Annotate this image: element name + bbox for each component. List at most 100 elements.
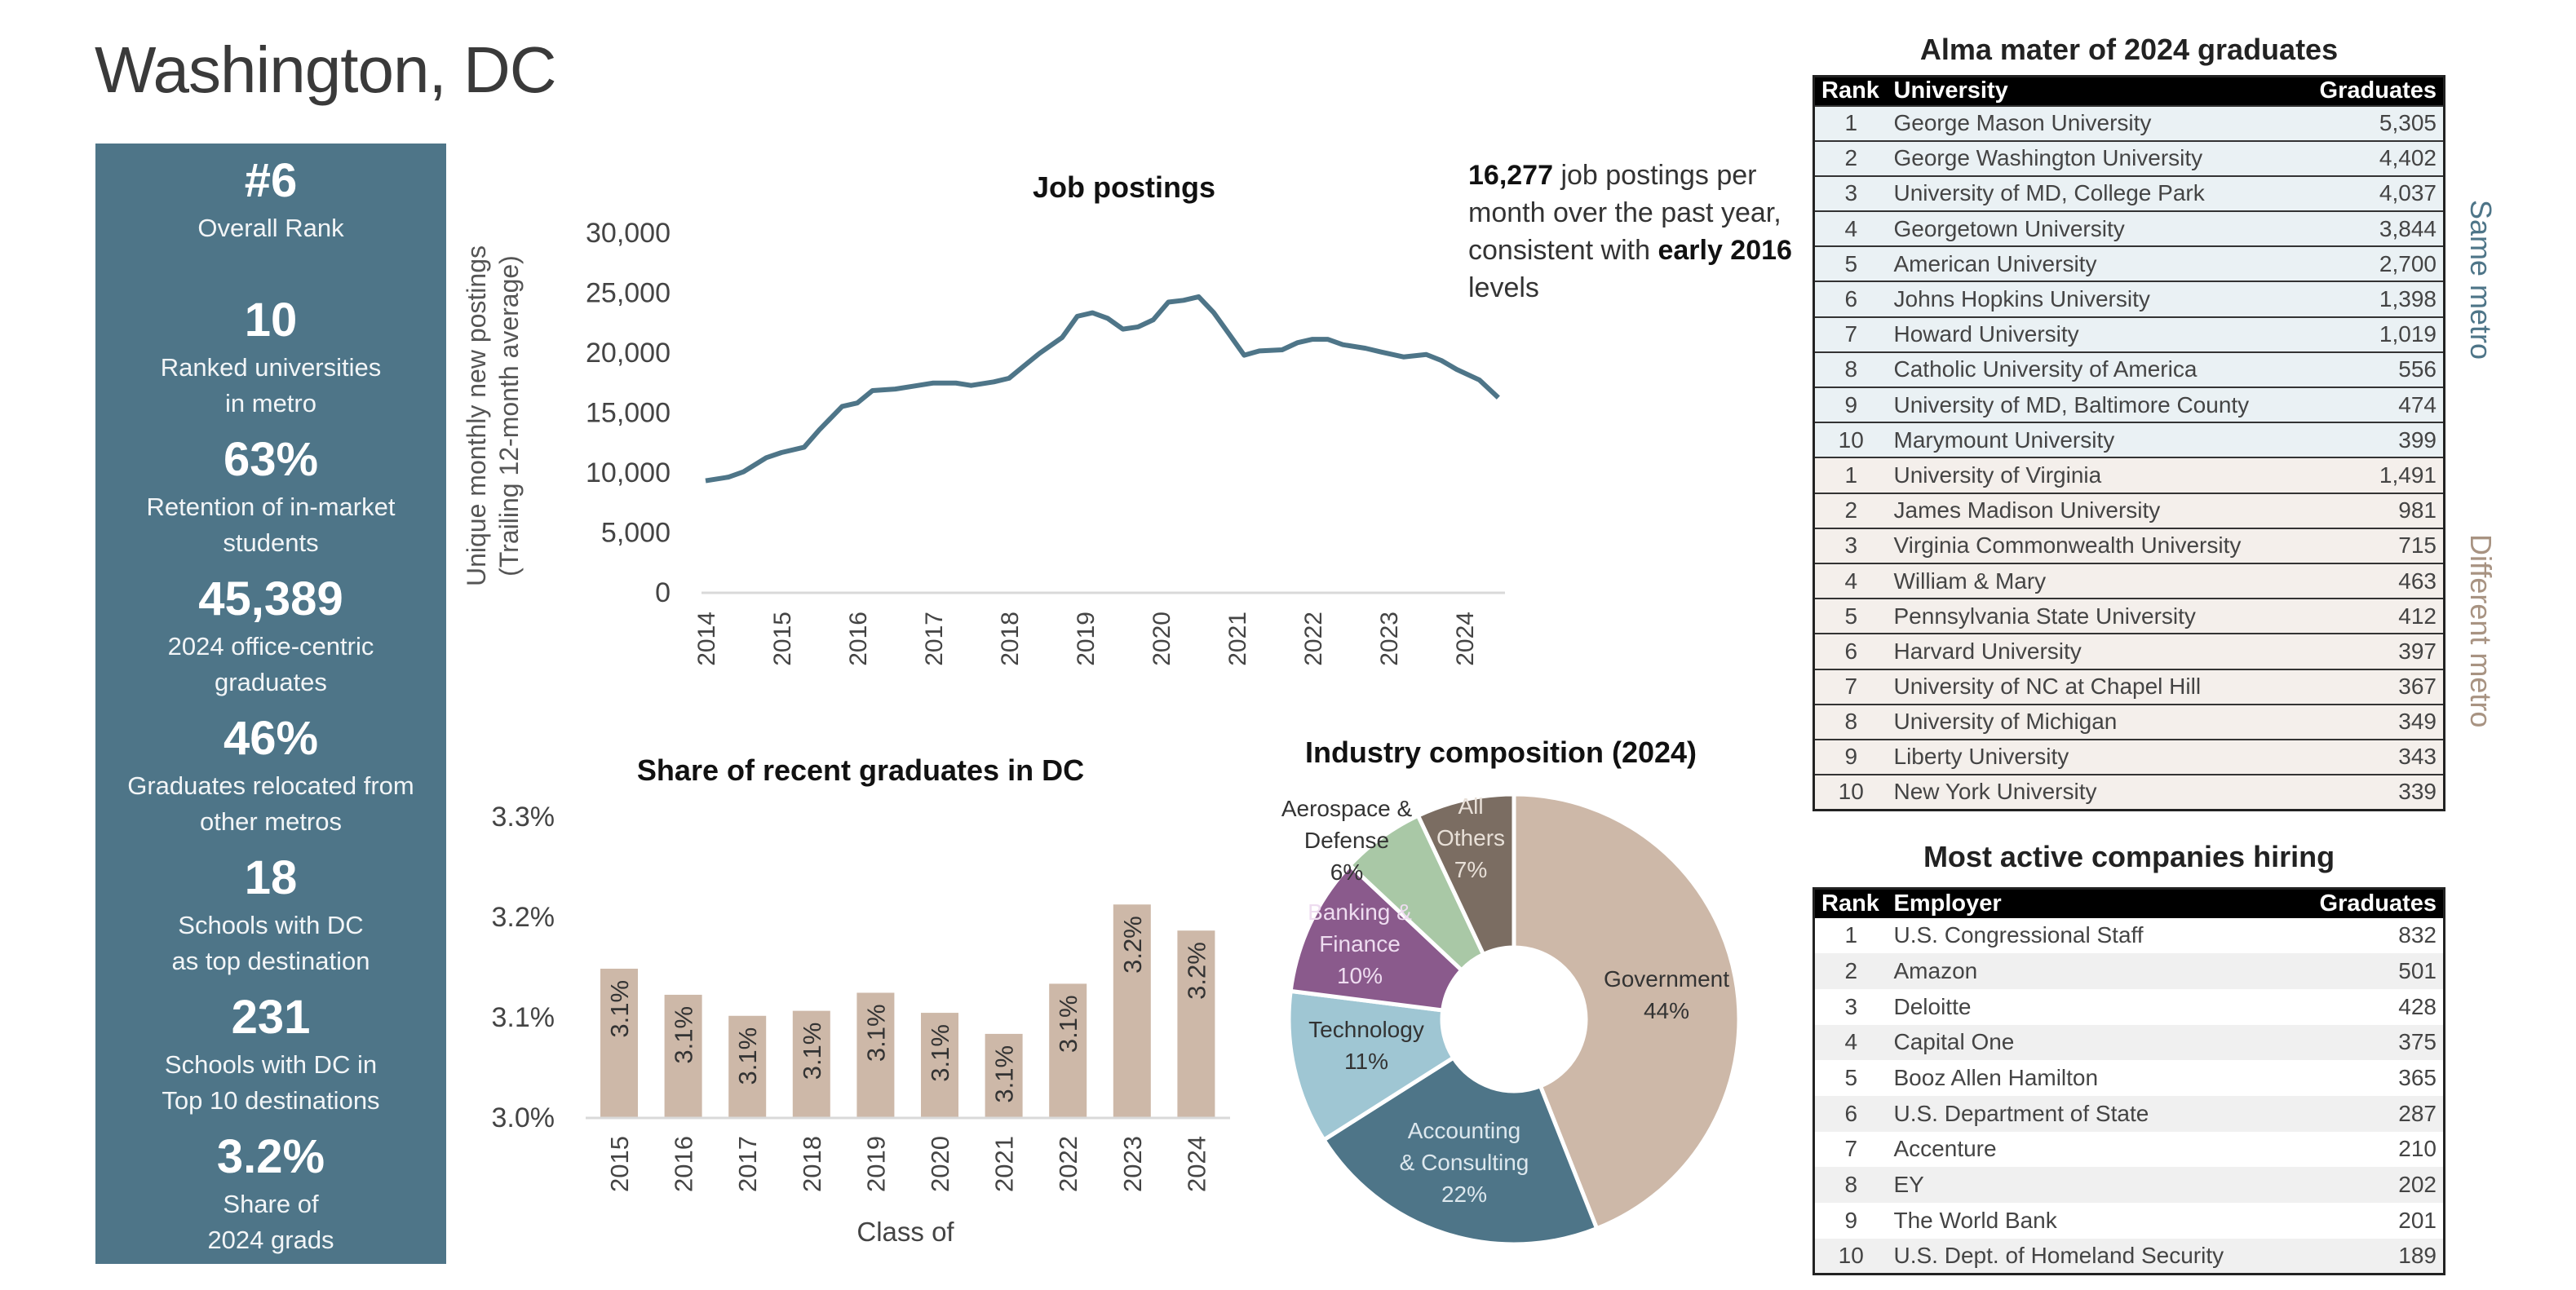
bar-data-label: 3.1% <box>1054 995 1082 1053</box>
slice-label: Others <box>1436 825 1505 850</box>
rank-cell: 4 <box>1813 210 1888 247</box>
stat-value: 18 <box>244 851 298 904</box>
donut-slice <box>1286 988 1457 1143</box>
x-tick-label: 2022 <box>1300 612 1327 666</box>
name-cell: American University <box>1887 245 2299 282</box>
graduates-cell: 474 <box>2298 386 2445 423</box>
stat-block: 63% Retention of in-market students <box>95 431 446 570</box>
name-cell: University of MD, Baltimore County <box>1887 386 2299 423</box>
stat-label: other metros <box>199 807 342 836</box>
name-cell: University of MD, College Park <box>1887 175 2299 212</box>
graduates-cell: 1,491 <box>2298 457 2445 493</box>
x-tick-label: 2018 <box>798 1136 826 1192</box>
stat-label: 2024 grads <box>207 1226 334 1254</box>
callout-number: 16,277 <box>1468 160 1553 191</box>
table-row: 4 Capital One 375 <box>1813 1024 2445 1061</box>
graduates-cell: 365 <box>2398 1065 2437 1091</box>
x-tick-label: 2024 <box>1452 612 1479 666</box>
slice-label: Defense <box>1304 828 1389 853</box>
donut-slice <box>1415 792 1516 957</box>
x-tick-label: 2015 <box>605 1136 634 1192</box>
stat-label: as top destination <box>171 947 370 975</box>
rank-cell: 9 <box>1813 738 1888 775</box>
bar <box>664 994 702 1117</box>
rank-cell: 8 <box>1813 1167 1888 1203</box>
x-tick-label: 2017 <box>733 1136 762 1192</box>
companies-table: Rank Employer Graduates 1 U.S. Congressiona… <box>1812 887 2445 1275</box>
table-row: 2 Amazon 501 <box>1813 953 2445 989</box>
rank-cell: 7 <box>1813 316 1888 352</box>
graduates-cell: 343 <box>2298 738 2445 775</box>
y-tick-label: 3.1% <box>492 1002 555 1033</box>
name-cell: Virginia Commonwealth University <box>1887 527 2299 563</box>
bar-data-label: 3.1% <box>670 1006 698 1064</box>
stat-value: 231 <box>231 991 311 1044</box>
x-tick-label: 2020 <box>1149 612 1175 666</box>
header-employer: Employer <box>1887 888 2291 918</box>
table-row: 1 University of Virginia 1,491 <box>1813 457 2445 493</box>
graduates-cell: 4,037 <box>2298 175 2445 212</box>
slice-label: Finance <box>1319 931 1401 956</box>
rank-cell: 3 <box>1844 993 1858 1019</box>
name-cell: Howard University <box>1887 316 2299 352</box>
x-tick-label: 2024 <box>1182 1136 1211 1192</box>
graduates-cell: 349 <box>2298 703 2445 740</box>
bar <box>856 992 895 1117</box>
bar-data-label: 3.1% <box>926 1024 954 1082</box>
donut-slice <box>1288 862 1465 1013</box>
job-postings-line <box>705 294 1500 484</box>
name-cell: University of Virginia <box>1887 457 2299 493</box>
rank-cell: 1 <box>1844 922 1858 948</box>
donut-chart-title: Industry composition (2024) <box>1305 736 1697 769</box>
stat-label: 2024 office-centric <box>167 632 374 660</box>
name-cell: U.S. Dept. of Homeland Security <box>1887 1238 2291 1275</box>
bar-data-label: 3.1% <box>605 980 634 1038</box>
x-tick-label: 2015 <box>769 612 796 666</box>
y-tick-label: 0 <box>655 577 671 608</box>
bar <box>600 968 638 1117</box>
name-cell: Capital One <box>1887 1024 2291 1061</box>
page-title: Washington, DC <box>95 33 556 106</box>
graduates-cell: 399 <box>2298 422 2445 458</box>
stat-value: 63% <box>223 433 319 486</box>
bar <box>1113 904 1151 1117</box>
slice-percent: 44% <box>1644 998 1689 1023</box>
name-cell: Pennsylvania State University <box>1887 598 2299 634</box>
slice-percent: 7% <box>1454 857 1487 882</box>
stat-block: 18 Schools with DC as top destination <box>95 849 446 988</box>
rank-cell: 7 <box>1844 1136 1858 1162</box>
stat-label: Ranked universities <box>160 353 382 382</box>
stat-block: 45,389 2024 office-centric graduates <box>95 570 446 709</box>
slice-label: & Consulting <box>1400 1150 1529 1175</box>
bar <box>985 1033 1023 1117</box>
graduates-cell: 5,305 <box>2298 104 2445 141</box>
name-cell: Booz Allen Hamilton <box>1893 1065 2099 1091</box>
name-cell: U.S. Congressional Staff <box>1893 922 2144 948</box>
graduates-cell: 556 <box>2298 351 2445 387</box>
stat-label: graduates <box>215 668 327 696</box>
graduates-cell: 210 <box>2398 1136 2437 1162</box>
companies-title: Most active companies hiring <box>1923 840 2335 873</box>
rank-cell: 2 <box>1813 953 1888 989</box>
slice-label: Accounting <box>1408 1118 1521 1143</box>
x-tick-label: 2023 <box>1118 1136 1147 1192</box>
slice-label: Banking & <box>1308 899 1412 925</box>
graduates-cell: 4,402 <box>2298 139 2445 176</box>
same-metro-label: Same metro <box>2464 200 2498 360</box>
y-tick-label: 20,000 <box>586 338 671 369</box>
graduates-cell: 189 <box>2290 1238 2445 1275</box>
graduates-cell: 287 <box>2290 1095 2445 1132</box>
table-row: 9 Liberty University 343 <box>1813 738 2445 775</box>
graduates-cell: 375 <box>2290 1024 2445 1061</box>
callout-text: job postings per month over the past yea… <box>1468 160 1782 266</box>
graduates-cell: 981 <box>2298 492 2445 528</box>
x-tick-label: 2020 <box>926 1136 954 1192</box>
rank-cell: 7 <box>1813 668 1888 705</box>
slice-label: All <box>1458 793 1483 819</box>
stats-sidebar: #6 Overall Rank 10 Ranked universities in me… <box>95 144 446 1264</box>
name-cell: Accenture <box>1893 1136 1997 1162</box>
stat-label: Overall Rank <box>197 214 344 242</box>
rank-cell: 1 <box>1813 457 1888 493</box>
table-row: 5 Booz Allen Hamilton 365 <box>1814 1060 2445 1096</box>
graduates-cell: 202 <box>2290 1167 2445 1203</box>
